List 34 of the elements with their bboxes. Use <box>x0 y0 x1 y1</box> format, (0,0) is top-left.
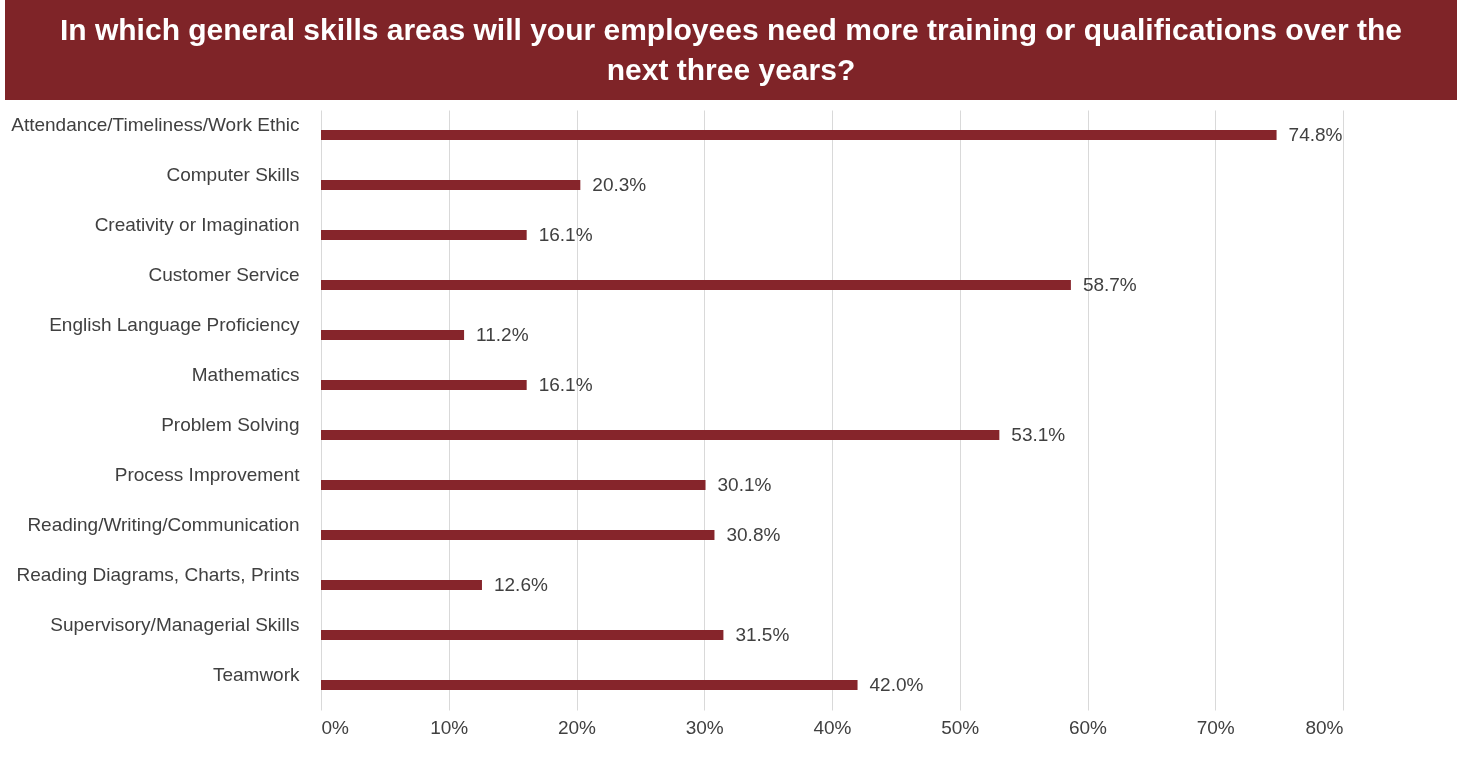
x-tick-label: 60% <box>1068 716 1108 738</box>
data-label: 31.5% <box>735 624 790 645</box>
data-label: 42.0% <box>869 674 924 695</box>
x-tick-label: 20% <box>557 716 597 738</box>
y-tick-label: Supervisory/Managerial Skills <box>50 614 300 635</box>
y-tick-label: Creativity or Imagination <box>94 214 300 235</box>
y-tick-label: Reading Diagrams, Charts, Prints <box>16 564 300 585</box>
y-tick-label: Customer Service <box>148 264 300 285</box>
y-tick-label: English Language Proficiency <box>49 314 300 335</box>
x-tick-label: 50% <box>941 716 980 738</box>
data-label: 16.1% <box>538 224 593 245</box>
y-tick-label: Mathematics <box>191 364 300 385</box>
x-tick-label: 70% <box>1196 716 1235 738</box>
data-label: 30.8% <box>726 524 781 545</box>
y-tick-label: Process Improvement <box>114 464 301 485</box>
y-tick-label: Attendance/Timeliness/Work Ethic <box>11 114 300 135</box>
data-label: 58.7% <box>1082 274 1137 295</box>
data-label: 20.3% <box>592 174 647 195</box>
x-tick-label: 10% <box>430 716 469 738</box>
data-label: 74.8% <box>1288 124 1343 145</box>
y-tick-label: Reading/Writing/Communication <box>27 514 300 535</box>
data-label: 11.2% <box>476 324 529 345</box>
chart-title: In which general skills areas will your employees need more training or qualifications over the next three years? <box>5 0 1457 100</box>
data-label: 53.1% <box>1011 424 1066 445</box>
data-label: 12.6% <box>493 574 548 595</box>
x-tick-label: 80% <box>1305 716 1344 738</box>
data-label: 30.1% <box>717 474 772 495</box>
y-tick-label: Problem Solving <box>161 414 300 435</box>
data-label: 16.1% <box>538 374 593 395</box>
y-tick-label: Computer Skills <box>166 164 300 185</box>
x-tick-label: 30% <box>685 716 724 738</box>
y-tick-label: Teamwork <box>212 664 300 685</box>
x-tick-label: 0% <box>321 716 350 738</box>
x-tick-label: 40% <box>813 716 852 738</box>
